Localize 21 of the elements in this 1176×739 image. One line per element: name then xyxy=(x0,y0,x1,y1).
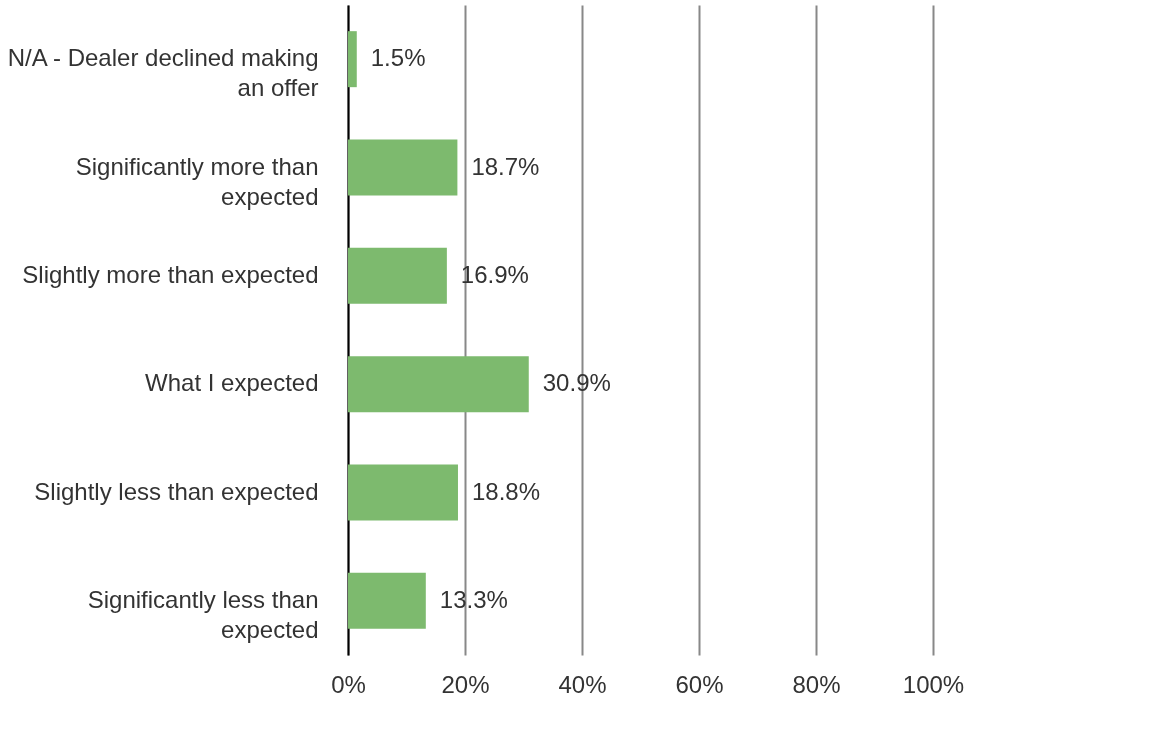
data-label: 18.8% xyxy=(471,477,541,505)
x-tick-label: 20% xyxy=(441,670,490,698)
y-tick-label: Significantly less than expected xyxy=(87,585,319,643)
x-tick-label: 40% xyxy=(558,670,607,698)
bar xyxy=(348,31,357,88)
y-tick-label: Slightly more than expected xyxy=(22,260,319,288)
bar xyxy=(348,572,426,629)
x-tick-label: 80% xyxy=(792,670,841,698)
data-label: 1.5% xyxy=(370,44,426,72)
bar xyxy=(348,139,458,196)
y-tick-label: Significantly more than expected xyxy=(75,152,319,210)
bar xyxy=(348,464,458,521)
x-tick-label: 100% xyxy=(902,670,965,698)
x-tick-label: 0% xyxy=(331,670,366,698)
y-tick-label: N/A - Dealer declined making an offer xyxy=(7,44,319,102)
bar xyxy=(348,356,529,413)
x-tick-label: 60% xyxy=(675,670,724,698)
bar xyxy=(348,247,447,304)
y-tick-label: What I expected xyxy=(145,369,319,397)
y-tick-label: Slightly less than expected xyxy=(34,477,319,505)
data-label: 18.7% xyxy=(471,152,540,180)
